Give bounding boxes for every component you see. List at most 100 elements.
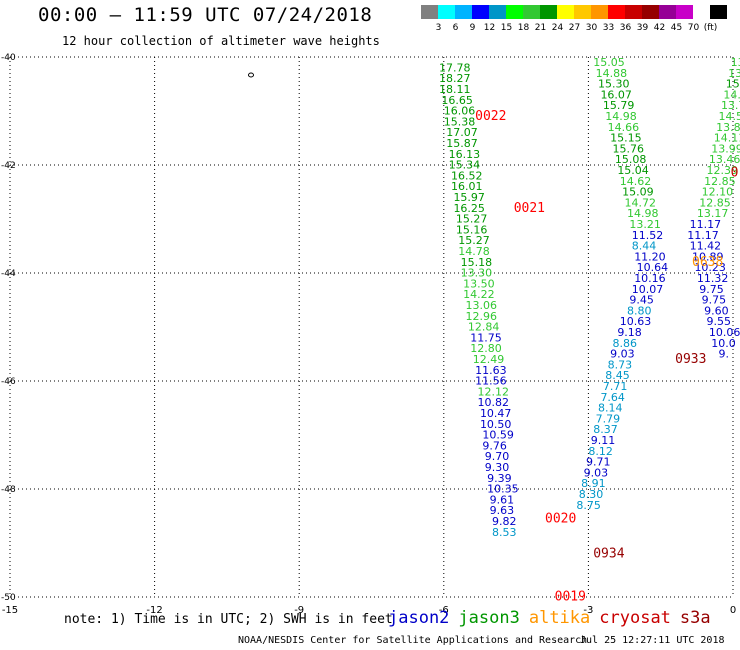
time-label: 0020: [545, 511, 576, 526]
swh-value-label: 10.89: [692, 250, 724, 263]
swh-value-label: 9.75: [702, 294, 727, 307]
swh-value-label: 12.10: [702, 186, 734, 199]
swh-value-label: 12.84: [468, 321, 500, 334]
color-scale-label: 30: [585, 23, 598, 33]
swh-value-label: 12.96: [465, 310, 497, 323]
swh-value-label: 14.98: [605, 110, 637, 123]
swh-value-label: 13.99: [711, 142, 740, 155]
swh-value-label: 14.88: [596, 67, 628, 80]
swh-value-label: 12.85: [704, 175, 736, 188]
swh-value-label: 8.80: [627, 304, 652, 317]
swh-value-label: 14.22: [463, 288, 495, 301]
swh-value-label: 15.16: [456, 223, 488, 236]
swh-value-label: 12.39: [706, 164, 738, 177]
swh-value-label: 10.06: [709, 326, 740, 339]
swh-value-label: 16.06: [444, 105, 476, 118]
swh-value-label: 10.07: [632, 283, 664, 296]
swh-value-label: 15.97: [453, 191, 485, 204]
swh-value-label: 11.17: [687, 229, 719, 242]
swh-value-label: 13.72: [721, 99, 740, 112]
swh-value-label: 17.78: [439, 61, 471, 74]
color-scale-label: 21: [534, 23, 547, 33]
swh-value-label: 9.: [719, 348, 730, 361]
swh-value-label: 15.18: [461, 256, 493, 269]
swh-value-label: 13.: [728, 67, 740, 80]
swh-value-label: 8.75: [576, 499, 601, 512]
color-scale-cell: [625, 5, 642, 19]
time-label: 0019: [555, 590, 586, 605]
swh-value-label: 8.73: [608, 358, 633, 371]
color-scale-label: 18: [517, 23, 530, 33]
color-scale-label: 36: [619, 23, 632, 33]
swh-value-label: 10.35: [487, 483, 519, 496]
swh-value-label: 15.30: [598, 78, 630, 91]
x-tick-label: -12: [146, 605, 162, 616]
time-label: 0934: [593, 546, 624, 561]
color-scale-cell: [472, 5, 489, 19]
swh-value-label: 15.38: [444, 115, 476, 128]
legend-item-altika: altika: [528, 608, 591, 628]
swh-value-label: 14.62: [620, 175, 652, 188]
swh-value-label: 9.71: [586, 456, 611, 469]
x-tick-label: -3: [583, 605, 593, 616]
swh-value-label: 14.11: [714, 132, 740, 145]
color-scale-label: (ft): [703, 23, 718, 33]
color-scale-label: 27: [568, 23, 581, 33]
credit-text: NOAA/NESDIS Center for Satellite Applica…: [238, 635, 588, 646]
y-tick-label: -50: [1, 593, 16, 603]
y-tick-label: -42: [1, 161, 16, 171]
swh-value-label: 15.15: [610, 132, 642, 145]
swh-value-label: 8.91: [581, 477, 606, 490]
time-label: 0021: [514, 201, 545, 216]
swh-value-label: 13.06: [465, 299, 497, 312]
color-scale-label: 39: [636, 23, 649, 33]
color-scale-cell: [642, 5, 659, 19]
color-scale-label: 6: [452, 23, 459, 33]
y-tick-label: -48: [1, 485, 16, 495]
swh-value-label: 10.0: [711, 337, 736, 350]
swh-value-label: 12.49: [473, 353, 505, 366]
color-scale-cell: [540, 5, 557, 19]
time-label: 0022: [475, 109, 506, 124]
swh-value-label: 11.17: [690, 218, 722, 231]
swh-value-label: 15.05: [593, 56, 625, 69]
swh-value-label: 12.12: [478, 385, 510, 398]
swh-value-label: 14.56: [719, 110, 740, 123]
color-scale-cell: [693, 5, 710, 19]
swh-value-label: 15.27: [456, 213, 488, 226]
color-scale-cell: [608, 5, 625, 19]
y-tick-label: -44: [1, 269, 16, 279]
color-scale-label: 3: [435, 23, 442, 33]
chart-subtitle: 12 hour collection of altimeter wave hei…: [62, 34, 380, 48]
color-scale-label: 33: [602, 23, 615, 33]
color-scale-cell: [591, 5, 608, 19]
color-scale-cell: [455, 5, 472, 19]
swh-value-label: 16.07: [600, 88, 632, 101]
swh-value-label: 8.45: [605, 369, 630, 382]
swh-value-label: 8.30: [579, 488, 604, 501]
color-scale-label: 9: [469, 23, 476, 33]
swh-value-label: 13.83: [716, 121, 740, 134]
swh-value-label: 13.21: [629, 218, 661, 231]
swh-value-label: 9.11: [591, 434, 616, 447]
swh-value-label: 14.72: [625, 196, 657, 209]
swh-value-label: 16.25: [453, 202, 485, 215]
time-label: 0: [731, 166, 739, 181]
swh-value-label: 10.59: [482, 429, 514, 442]
swh-value-label: 15.08: [615, 153, 647, 166]
swh-value-label: 13.17: [697, 207, 729, 220]
island-marker: [248, 72, 254, 78]
swh-value-label: 11.32: [697, 272, 729, 285]
swh-value-label: 15.34: [449, 159, 481, 172]
swh-value-label: 11.20: [634, 250, 666, 263]
swh-value-label: 7.71: [603, 380, 628, 393]
color-scale-cell: [574, 5, 591, 19]
color-scale-cell: [659, 5, 676, 19]
swh-value-label: 9.60: [704, 304, 729, 317]
swh-value-label: 9.39: [487, 472, 512, 485]
swh-value-label: 11.42: [690, 240, 722, 253]
swh-value-label: 10.16: [634, 272, 666, 285]
swh-value-label: 11.63: [475, 364, 507, 377]
y-tick-label: -46: [1, 377, 16, 387]
note-text: note: 1) Time is in UTC; 2) SWH is in fe…: [64, 612, 393, 627]
